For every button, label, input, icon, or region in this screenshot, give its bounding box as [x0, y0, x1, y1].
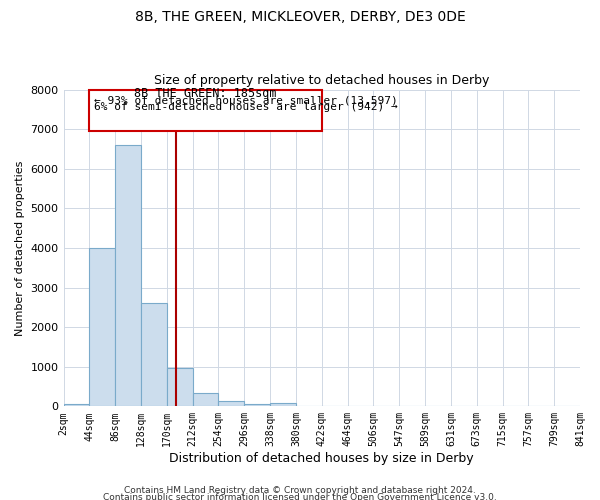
- Bar: [270, 403, 296, 406]
- Bar: [115, 145, 141, 406]
- Bar: [141, 304, 167, 406]
- Text: ← 93% of detached houses are smaller (13,597): ← 93% of detached houses are smaller (13…: [94, 95, 398, 105]
- Bar: [89, 248, 115, 406]
- Bar: [193, 393, 218, 406]
- Title: Size of property relative to detached houses in Derby: Size of property relative to detached ho…: [154, 74, 490, 87]
- Bar: [244, 404, 270, 406]
- FancyBboxPatch shape: [89, 90, 322, 131]
- Text: Contains public sector information licensed under the Open Government Licence v3: Contains public sector information licen…: [103, 494, 497, 500]
- Bar: [218, 401, 244, 406]
- Text: 8B THE GREEN: 185sqm: 8B THE GREEN: 185sqm: [134, 87, 277, 100]
- X-axis label: Distribution of detached houses by size in Derby: Distribution of detached houses by size …: [169, 452, 474, 465]
- Text: Contains HM Land Registry data © Crown copyright and database right 2024.: Contains HM Land Registry data © Crown c…: [124, 486, 476, 495]
- Text: 6% of semi-detached houses are larger (942) →: 6% of semi-detached houses are larger (9…: [94, 102, 398, 112]
- Bar: [64, 404, 89, 406]
- Bar: [167, 368, 193, 406]
- Y-axis label: Number of detached properties: Number of detached properties: [15, 160, 25, 336]
- Text: 8B, THE GREEN, MICKLEOVER, DERBY, DE3 0DE: 8B, THE GREEN, MICKLEOVER, DERBY, DE3 0D…: [134, 10, 466, 24]
